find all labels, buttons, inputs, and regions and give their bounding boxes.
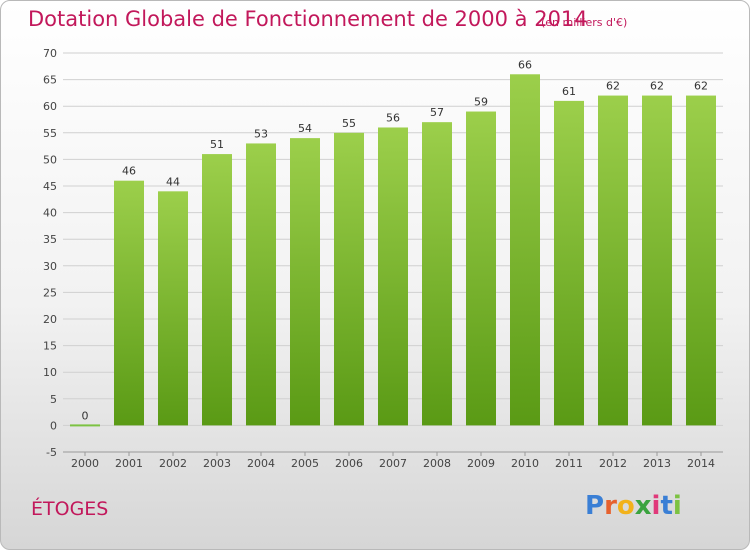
x-tick-label: 2006 <box>335 457 363 470</box>
data-label: 57 <box>430 106 444 119</box>
bar <box>554 100 584 426</box>
bar <box>290 138 320 426</box>
data-label: 62 <box>606 80 620 93</box>
data-label: 55 <box>342 117 356 130</box>
x-tick-label: 2007 <box>379 457 407 470</box>
data-label: 0 <box>82 409 89 422</box>
x-tick-label: 2014 <box>687 457 715 470</box>
logo-letter: x <box>634 491 652 521</box>
commune-name: ÉTOGES <box>31 498 109 520</box>
data-labels: 0 46 44 51 53 54 55 56 57 59 66 61 62 62 62 <box>82 58 709 422</box>
data-label: 62 <box>650 80 664 93</box>
data-label: 51 <box>210 138 224 151</box>
data-label: 44 <box>166 175 180 188</box>
data-label: 62 <box>694 80 708 93</box>
data-label: 54 <box>298 122 312 135</box>
data-label: 59 <box>474 96 488 109</box>
y-axis-ticks: -5 0 5 10 15 20 25 30 35 40 45 50 55 60 65 70 <box>43 47 57 459</box>
x-axis-ticks: 2000 2001 2002 2003 2004 2005 2006 2007 2008 2009… <box>71 452 715 470</box>
bar <box>158 191 188 426</box>
logo-letter: o <box>616 491 635 521</box>
x-tick-label: 2009 <box>467 457 495 470</box>
x-tick-label: 2008 <box>423 457 451 470</box>
bars <box>70 74 716 427</box>
x-tick-label: 2012 <box>599 457 627 470</box>
chart-subtitle: (en milliers d'€) <box>541 16 628 29</box>
x-tick-label: 2000 <box>71 457 99 470</box>
x-tick-label: 2011 <box>555 457 583 470</box>
x-tick-label: 2004 <box>247 457 275 470</box>
bar <box>70 424 100 427</box>
x-tick-label: 2003 <box>203 457 231 470</box>
bar <box>466 111 496 426</box>
logo-letter: t <box>660 491 673 521</box>
bar <box>246 143 276 426</box>
y-tick-label: 55 <box>43 127 57 140</box>
bar <box>202 154 232 426</box>
bar <box>598 95 628 426</box>
x-tick-label: 2005 <box>291 457 319 470</box>
x-tick-label: 2001 <box>115 457 143 470</box>
y-tick-label: 65 <box>43 74 57 87</box>
y-tick-label: 35 <box>43 233 57 246</box>
y-tick-label: 20 <box>43 313 57 326</box>
y-tick-label: 50 <box>43 153 57 166</box>
bar <box>510 74 540 426</box>
y-tick-label: 45 <box>43 180 57 193</box>
logo-letter: i <box>651 491 661 521</box>
bar <box>378 127 408 426</box>
y-tick-label: 0 <box>50 419 57 432</box>
data-label: 46 <box>122 165 136 178</box>
proxiti-logo: Proxiti <box>585 491 682 521</box>
x-tick-label: 2002 <box>159 457 187 470</box>
y-tick-label: -5 <box>46 446 57 459</box>
logo-letter: r <box>604 491 617 521</box>
data-label: 61 <box>562 85 576 98</box>
data-label: 66 <box>518 58 532 71</box>
bar <box>642 95 672 426</box>
y-tick-label: 60 <box>43 100 57 113</box>
y-tick-label: 10 <box>43 366 57 379</box>
y-tick-label: 30 <box>43 260 57 273</box>
y-tick-label: 15 <box>43 340 57 353</box>
y-tick-label: 25 <box>43 286 57 299</box>
logo-letter: i <box>672 491 682 521</box>
x-tick-label: 2013 <box>643 457 671 470</box>
y-tick-label: 40 <box>43 207 57 220</box>
bar <box>334 132 364 426</box>
y-tick-label: 5 <box>50 393 57 406</box>
data-label: 53 <box>254 127 268 140</box>
data-label: 56 <box>386 111 400 124</box>
bar <box>114 180 144 426</box>
bar <box>686 95 716 426</box>
bar <box>422 122 452 426</box>
chart-title: Dotation Globale de Fonctionnement de 20… <box>28 7 588 31</box>
y-tick-label: 70 <box>43 47 57 60</box>
x-tick-label: 2010 <box>511 457 539 470</box>
logo-letter: P <box>585 491 605 521</box>
